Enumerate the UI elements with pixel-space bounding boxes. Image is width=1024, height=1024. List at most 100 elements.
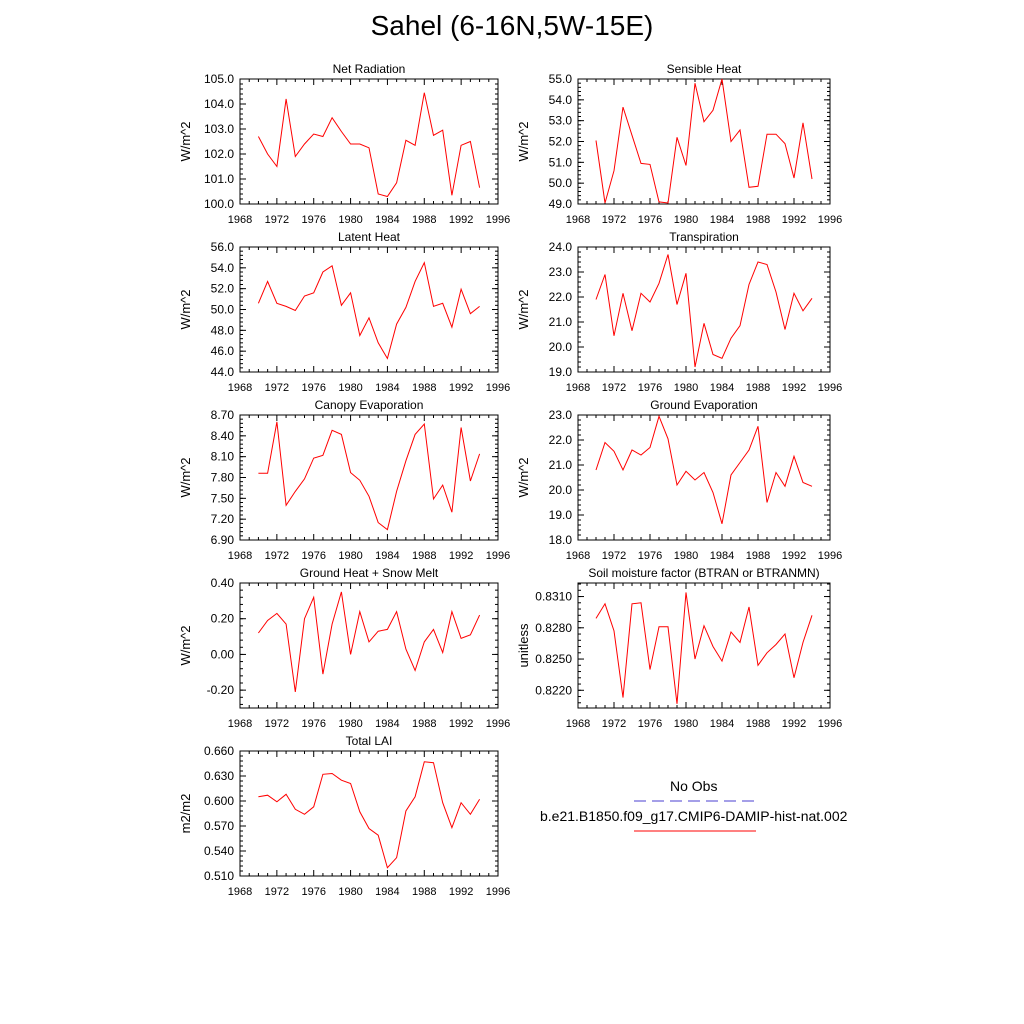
x-tick-label: 1976 [301, 550, 325, 562]
y-tick-label: 7.50 [211, 491, 235, 505]
plot-frame [577, 246, 831, 373]
y-axis-label: W/m^2 [516, 457, 531, 497]
y-axis-label: W/m^2 [516, 121, 531, 161]
y-tick-label: 22.0 [549, 290, 573, 304]
y-tick-label: 50.0 [211, 303, 235, 317]
y-tick-label: 53.0 [549, 114, 573, 128]
y-tick-label: 0.570 [204, 819, 234, 833]
panel-title: Ground Heat + Snow Melt [300, 566, 439, 580]
y-tick-label: 0.00 [211, 647, 235, 661]
plot-frame [239, 246, 499, 373]
x-tick-label: 1984 [710, 550, 734, 562]
x-tick-label: 1988 [412, 886, 436, 898]
y-tick-label: 20.0 [549, 483, 573, 497]
x-tick-label: 1988 [746, 382, 770, 394]
y-tick-label: 0.630 [204, 769, 234, 783]
x-tick-label: 1996 [818, 550, 842, 562]
y-tick-label: 0.8280 [535, 621, 572, 635]
x-tick-label: 1980 [674, 382, 698, 394]
x-tick-label: 1972 [602, 382, 626, 394]
y-tick-label: 50.0 [549, 176, 573, 190]
x-tick-label: 1984 [375, 886, 399, 898]
x-tick-label: 1980 [338, 886, 362, 898]
x-tick-label: 1972 [265, 886, 289, 898]
x-tick-label: 1996 [486, 718, 510, 730]
x-tick-label: 1992 [449, 886, 473, 898]
y-tick-label: 19.0 [549, 508, 573, 522]
x-tick-label: 1968 [566, 214, 590, 226]
x-tick-label: 1992 [782, 718, 806, 730]
y-tick-label: 21.0 [549, 458, 573, 472]
y-tick-label: 0.8220 [535, 683, 572, 697]
y-tick-label: 56.0 [211, 240, 235, 254]
y-tick-label: 8.70 [211, 408, 235, 422]
x-tick-label: 1988 [412, 382, 436, 394]
y-tick-label: 0.600 [204, 794, 234, 808]
y-tick-label: 0.510 [204, 869, 234, 883]
x-tick-label: 1976 [301, 382, 325, 394]
series-line [257, 261, 480, 360]
y-tick-label: 44.0 [211, 365, 235, 379]
y-tick-label: 6.90 [211, 533, 235, 547]
x-tick-label: 1988 [412, 214, 436, 226]
y-axis-label: W/m^2 [516, 289, 531, 329]
x-tick-label: 1996 [486, 886, 510, 898]
y-tick-label: 48.0 [211, 323, 235, 337]
x-tick-label: 1984 [710, 382, 734, 394]
x-tick-label: 1996 [818, 382, 842, 394]
x-tick-label: 1972 [602, 214, 626, 226]
y-axis-label: unitless [516, 623, 531, 668]
panel-title: Canopy Evaporation [315, 398, 424, 412]
x-tick-label: 1968 [228, 214, 252, 226]
x-tick-label: 1976 [301, 214, 325, 226]
y-tick-label: 49.0 [549, 197, 573, 211]
panel-8: 1968 1972 1976 1980 1984 1988 1992 1996 0.8220 0.… [516, 566, 842, 730]
x-tick-label: 1996 [818, 214, 842, 226]
y-tick-label: 8.40 [211, 429, 235, 443]
y-tick-label: 22.0 [549, 433, 573, 447]
series-line [258, 761, 481, 869]
y-axis-label: W/m^2 [178, 121, 193, 161]
y-tick-label: 101.0 [204, 172, 234, 186]
y-axis-label: m2/m2 [178, 794, 193, 834]
x-tick-label: 1976 [301, 886, 325, 898]
x-tick-label: 1984 [710, 214, 734, 226]
y-tick-label: 8.10 [211, 450, 235, 464]
x-tick-label: 1992 [449, 382, 473, 394]
y-tick-label: 21.0 [549, 315, 573, 329]
y-tick-label: 55.0 [549, 72, 573, 86]
x-tick-label: 1996 [486, 214, 510, 226]
y-tick-label: 0.20 [211, 612, 235, 626]
y-tick-label: 54.0 [549, 93, 573, 107]
x-tick-label: 1984 [375, 718, 399, 730]
x-tick-label: 1992 [782, 214, 806, 226]
x-tick-label: 1992 [449, 718, 473, 730]
x-tick-label: 1988 [412, 550, 436, 562]
x-tick-label: 1972 [265, 550, 289, 562]
series-line [258, 421, 481, 531]
x-tick-label: 1972 [602, 550, 626, 562]
panel-title: Latent Heat [338, 230, 401, 244]
x-tick-label: 1968 [566, 382, 590, 394]
plot-frame [239, 582, 499, 709]
y-tick-label: 102.0 [204, 147, 234, 161]
y-tick-label: 103.0 [204, 122, 234, 136]
x-tick-label: 1988 [746, 550, 770, 562]
x-tick-label: 1980 [338, 382, 362, 394]
panel-title: Transpiration [669, 230, 739, 244]
plot-frame [239, 78, 499, 205]
x-tick-label: 1968 [566, 718, 590, 730]
x-tick-label: 1980 [674, 550, 698, 562]
legend-obs-label: No Obs [670, 778, 718, 794]
y-tick-label: 0.660 [204, 744, 234, 758]
y-tick-label: 104.0 [204, 97, 234, 111]
x-tick-label: 1988 [746, 718, 770, 730]
series-line [595, 592, 813, 704]
y-tick-label: 0.540 [204, 844, 234, 858]
y-tick-label: 7.20 [211, 512, 235, 526]
x-tick-label: 1984 [375, 214, 399, 226]
x-tick-label: 1980 [338, 550, 362, 562]
y-tick-label: 24.0 [549, 240, 573, 254]
panel-7: 1968 1972 1976 1980 1984 1988 1992 1996 -0.20 0.0… [178, 566, 510, 730]
x-tick-label: 1972 [602, 718, 626, 730]
